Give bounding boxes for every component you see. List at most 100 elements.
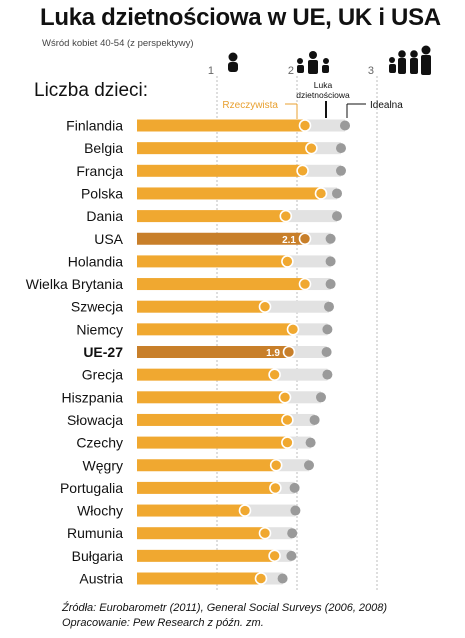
ideal-point-wielka-brytania (325, 279, 336, 290)
source-note: Źródła: Eurobarometr (2011), General Soc… (62, 601, 387, 631)
gap-bar-dania (285, 210, 337, 223)
category-label-ue-27: UE-27 (83, 344, 123, 360)
actual-bar-rumunia (137, 527, 265, 540)
category-label-węgry: Węgry (83, 457, 123, 473)
gap-bar-usa (305, 232, 331, 245)
x-tick-label-1: 1 (208, 65, 214, 77)
category-label-polska: Polska (81, 185, 123, 201)
ideal-point-rumunia (287, 528, 298, 539)
legend-ideal-label: Idealna (370, 100, 403, 111)
ideal-point-finlandia (340, 120, 350, 131)
actual-point-włochy (238, 504, 252, 517)
actual-point-czechy (281, 436, 294, 449)
category-label-szwecja: Szwecja (71, 299, 123, 315)
ideal-point-dania (332, 211, 342, 222)
gap-bar-finlandia (305, 119, 345, 132)
ideal-point-słowacja (309, 414, 320, 425)
category-label-grecja: Grecja (82, 367, 123, 383)
actual-point-ue-27 (282, 345, 296, 359)
chart-subtitle: Wśród kobiet 40-54 (z perspektywy) (42, 38, 194, 49)
actual-point-polska (314, 187, 328, 200)
ideal-point-bułgaria (286, 550, 297, 561)
actual-bar-czechy (137, 436, 288, 449)
gap-bar-grecja (274, 368, 328, 381)
gap-bar-rumunia (265, 527, 293, 540)
category-label-włochy: Włochy (77, 503, 123, 519)
ideal-point-belgia (336, 143, 346, 154)
ideal-point-grecja (322, 369, 333, 380)
ideal-point-włochy (290, 505, 301, 516)
gap-bar-niemcy (293, 323, 328, 336)
actual-bar-portugalia (137, 481, 276, 494)
gap-bar-słowacja (287, 413, 315, 426)
gap-bar-hiszpania (285, 391, 321, 404)
category-label-słowacja: Słowacja (67, 412, 123, 428)
actual-bar-niemcy (137, 323, 293, 336)
actual-point-dania (279, 209, 293, 223)
ideal-point-usa (325, 233, 336, 244)
actual-point-austria (254, 572, 268, 585)
actual-point-hiszpania (278, 390, 292, 404)
ideal-point-ue-27 (321, 347, 332, 357)
category-label-portugalia: Portugalia (60, 480, 123, 496)
category-label-austria: Austria (79, 571, 123, 587)
actual-bar-finlandia (137, 119, 305, 132)
ideal-point-szwecja (324, 301, 334, 312)
data-label-ue-27: 1.9 (266, 348, 280, 359)
actual-point-grecja (268, 368, 281, 381)
legend-actual-label: Rzeczywista (222, 100, 278, 111)
actual-point-węgry (269, 458, 283, 472)
ideal-point-francja (336, 165, 346, 176)
actual-point-szwecja (258, 300, 272, 314)
ideal-point-hiszpania (316, 392, 326, 403)
gap-bar-belgia (311, 142, 341, 155)
actual-bar-węgry (137, 459, 277, 472)
category-label-finlandia: Finlandia (66, 118, 123, 134)
ideal-point-niemcy (322, 324, 333, 335)
category-label-niemcy: Niemcy (76, 321, 123, 337)
actual-bar-hiszpania (137, 391, 285, 404)
actual-bar-ue-27 (137, 346, 289, 358)
actual-point-bułgaria (268, 549, 281, 563)
category-label-holandia: Holandia (68, 253, 123, 269)
source-line-1: Źródła: Eurobarometr (2011), General Soc… (62, 602, 388, 614)
chart-title: Luka dzietnościowa w UE, UK i USA (40, 4, 441, 31)
actual-bar-wielka-brytania (137, 278, 305, 291)
actual-bar-słowacja (137, 413, 288, 426)
actual-bar-szwecja (137, 300, 265, 313)
actual-point-rumunia (258, 526, 272, 540)
family-two-children-icon (297, 51, 329, 74)
actual-bar-holandia (137, 255, 288, 268)
actual-bar-bułgaria (137, 549, 275, 562)
gap-bar-francja (302, 164, 341, 177)
category-label-dania: Dania (86, 208, 123, 224)
data-label-usa: 2.1 (282, 235, 296, 246)
ideal-point-portugalia (289, 482, 300, 493)
actual-bar-usa (137, 232, 305, 245)
gap-bar-wielka-brytania (305, 278, 331, 291)
actual-point-słowacja (281, 413, 294, 427)
actual-point-portugalia (269, 481, 282, 495)
child-icon (228, 52, 238, 72)
category-label-czechy: Czechy (76, 435, 123, 451)
ideal-point-węgry (304, 460, 314, 471)
category-label-usa: USA (94, 231, 123, 247)
category-label-rumunia: Rumunia (67, 525, 123, 541)
actual-point-usa (298, 232, 312, 246)
ideal-point-holandia (325, 256, 336, 267)
source-line-2: Opracowanie: Pew Research z późn. zm. (62, 617, 264, 629)
family-three-children-icon (389, 45, 431, 75)
category-label-hiszpania: Hiszpania (62, 389, 124, 405)
actual-bar-francja (137, 164, 303, 177)
ideal-point-austria (277, 573, 288, 584)
actual-bar-włochy (137, 504, 245, 517)
gap-bar-szwecja (265, 300, 329, 313)
legend-gap-label-line2: dzietnościowa (296, 90, 350, 100)
category-label-wielka-brytania: Wielka Brytania (26, 276, 123, 292)
actual-bar-austria (137, 572, 261, 585)
actual-point-finlandia (298, 119, 312, 132)
x-tick-label-2: 2 (288, 65, 294, 77)
gap-bar-ue-27 (289, 346, 327, 358)
category-label-bułgaria: Bułgaria (72, 548, 124, 564)
actual-bar-grecja (137, 368, 275, 381)
